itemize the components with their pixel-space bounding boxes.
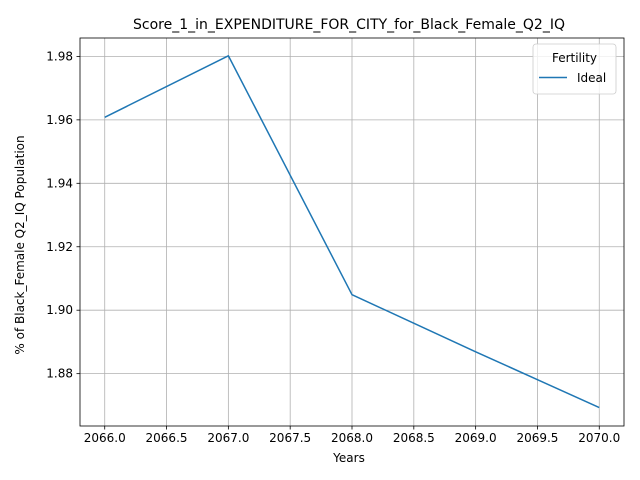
x-tick-label: 2069.5 [516,431,558,445]
x-tick-label: 2067.0 [207,431,249,445]
x-tick-label: 2066.0 [84,431,126,445]
legend-box [532,43,617,95]
axis-ticks: 2066.0 2066.5 2067.0 2067.5 2068.0 2068.5 2069… [46,49,620,445]
y-tick-label: 1.92 [46,240,73,254]
legend: Fertility Ideal [532,43,617,95]
x-tick-label: 2069.0 [455,431,497,445]
chart-title: Score_1_in_EXPENDITURE_FOR_CITY_for_Blac… [133,17,565,33]
legend-title: Fertility [552,51,597,65]
x-axis-label: Years [332,451,365,465]
y-tick-label: 1.88 [46,367,73,381]
x-tick-label: 2067.5 [269,431,311,445]
x-tick-label: 2070.0 [578,431,620,445]
x-tick-label: 2068.5 [393,431,435,445]
y-axis-label: % of Black_Female Q2_IQ Population [13,135,27,354]
legend-label-ideal: Ideal [577,71,606,85]
y-tick-label: 1.96 [46,113,73,127]
y-tick-label: 1.94 [46,176,73,190]
x-tick-label: 2068.0 [331,431,373,445]
series-line-ideal [104,55,600,409]
x-tick-label: 2066.5 [146,431,188,445]
series-layer [104,55,600,409]
grid-lines [80,38,624,426]
y-tick-label: 1.90 [46,303,73,317]
y-tick-label: 1.98 [46,49,73,63]
